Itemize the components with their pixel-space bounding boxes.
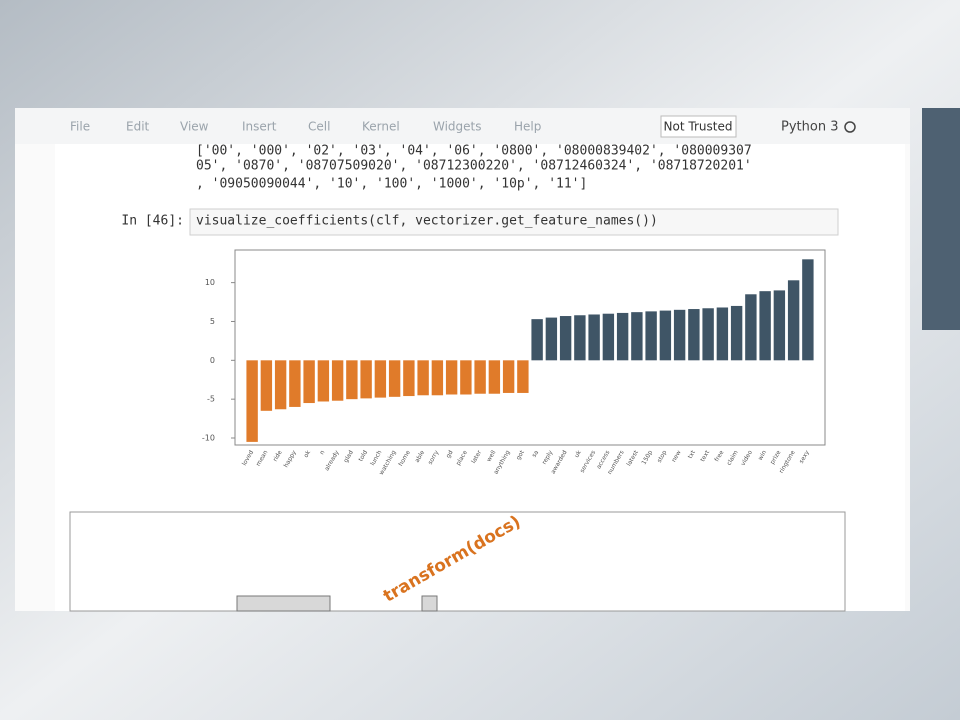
bar [474, 360, 486, 394]
bar [374, 360, 387, 398]
bar [346, 360, 358, 400]
bar [659, 310, 672, 361]
bar [702, 308, 714, 361]
menu-item[interactable]: View [180, 120, 209, 134]
menu-item[interactable]: Widgets [433, 120, 482, 134]
menu-item[interactable]: Edit [126, 120, 150, 134]
bar [445, 360, 458, 395]
menu-item[interactable]: Insert [242, 120, 277, 134]
bar [274, 360, 287, 410]
bar [388, 360, 401, 397]
menu-bar: File Edit View Insert Cell Kernel Widgets Help [70, 120, 541, 134]
bar [616, 312, 629, 361]
output-line: ['00', '000', '02', '03', '04', '06', '0… [196, 144, 752, 159]
x-tick-label: txt [687, 449, 698, 460]
bar [602, 313, 615, 361]
bar [331, 360, 344, 401]
bar [787, 280, 800, 361]
y-tick-label: -10 [202, 434, 215, 443]
trust-text: Not Trusted [664, 120, 733, 134]
menu-item[interactable]: Help [514, 120, 541, 134]
x-tick-label: ok [303, 449, 313, 459]
bar [289, 360, 301, 407]
y-tick-label: 10 [205, 278, 215, 287]
bar [545, 317, 558, 361]
x-tick-label: told [357, 449, 369, 463]
menu-item[interactable]: Kernel [362, 120, 400, 134]
bar [673, 309, 686, 361]
bar [431, 360, 444, 396]
kernel-status [844, 121, 856, 133]
bar [303, 360, 315, 404]
bar [802, 259, 814, 361]
menu-item[interactable]: File [70, 120, 90, 134]
bar [574, 315, 586, 361]
diagram-box [236, 595, 331, 612]
bar [716, 307, 729, 361]
bar [517, 360, 529, 393]
bar [488, 360, 501, 394]
bar [502, 360, 515, 393]
x-tick-label: win [757, 449, 768, 462]
output-line: , '09050090044', '10', '100', '1000', '1… [196, 177, 587, 192]
x-tick-label: uk [573, 449, 583, 459]
bar [645, 311, 657, 361]
output-line: 05', '0870', '08707509020', '08712300220… [196, 159, 752, 174]
bar [403, 360, 415, 397]
y-tick-label: -5 [207, 395, 215, 404]
bar [688, 309, 700, 361]
diagram-cell [69, 511, 846, 612]
bar [631, 312, 643, 361]
x-tick-label: sa [531, 449, 541, 459]
bar [773, 290, 786, 361]
bar [317, 360, 330, 402]
x-tick-label: n [318, 449, 326, 456]
y-tick-label: 0 [210, 356, 215, 365]
bar [588, 314, 600, 361]
bar [759, 291, 771, 361]
bar [417, 360, 429, 396]
x-tick-label: gd [445, 449, 455, 459]
bar [745, 294, 757, 361]
y-tick-label: 5 [210, 317, 215, 326]
menu-item[interactable]: Cell [308, 120, 330, 134]
bar [260, 360, 273, 411]
bar [730, 305, 743, 361]
x-tick-label: got [515, 449, 526, 462]
code-cell[interactable] [189, 208, 839, 236]
code: visualize_coefficients(clf, vectorizer.g… [196, 214, 658, 229]
side-panel [922, 108, 960, 330]
bar [360, 360, 372, 399]
diagram-box [421, 595, 438, 612]
bar [460, 360, 472, 395]
trust-badge[interactable] [660, 115, 737, 138]
bar [559, 316, 572, 361]
bar [246, 360, 258, 442]
toolbar [15, 108, 910, 144]
bar [531, 319, 543, 361]
kernel-name: Python 3 [781, 120, 838, 135]
prompt: In [46]: [121, 214, 184, 229]
